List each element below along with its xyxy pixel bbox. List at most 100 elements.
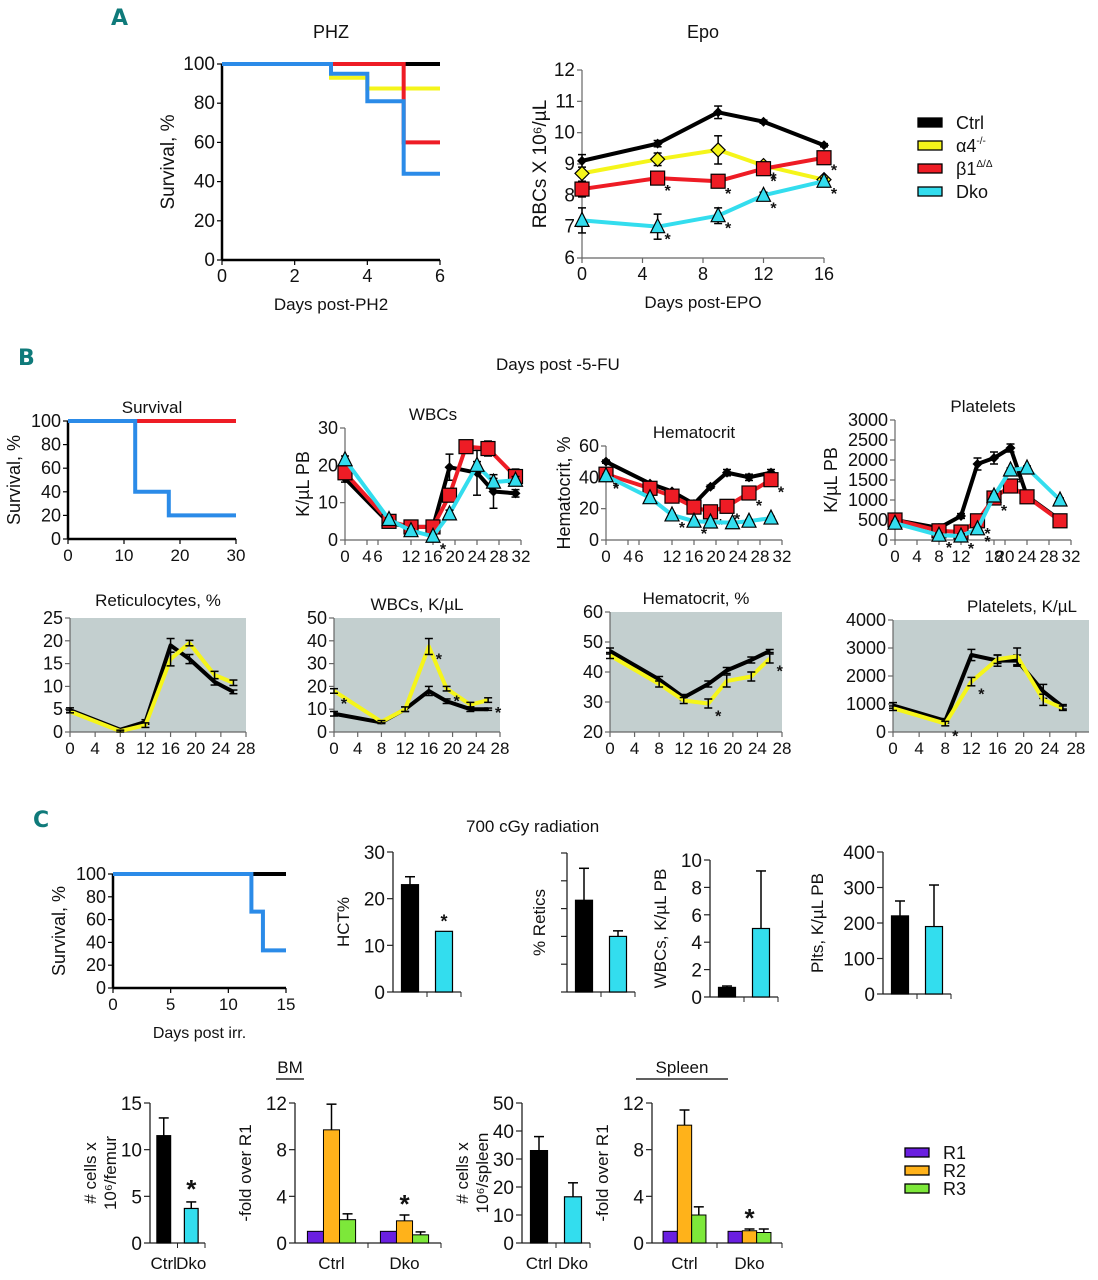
legend-swatch-r3 xyxy=(904,1183,930,1194)
x-tick-label: 6 xyxy=(435,266,445,286)
y-tick-label: 3000 xyxy=(848,410,888,430)
triangle-marker xyxy=(469,455,485,472)
square-marker xyxy=(1019,489,1035,505)
chart-A-epo: 6 7 8 9 10 11 12 0 4 8 12 16 Epo Days post-EPO RBCs X … xyxy=(530,22,838,312)
significance-star: * xyxy=(778,485,785,502)
bar-dko xyxy=(563,1196,583,1244)
legend-label-b1: β1Δ/Δ xyxy=(956,159,993,179)
y-tick-label: 3000 xyxy=(846,638,886,658)
y-tick-label: 100 xyxy=(76,864,106,884)
bar-r3-dko xyxy=(412,1234,430,1244)
chart-B-survival: 0 20 40 60 80 100 0 10 20 30 Survival Survival, % xyxy=(4,398,245,565)
y-axis-label: Survival, % xyxy=(4,435,24,525)
x-tick-label: 16 xyxy=(419,739,438,758)
chart-C-bm-cells: 0 5 10 15 # cells x 10⁶/femur Ctrl * Dko xyxy=(81,1094,206,1273)
significance-star: * xyxy=(717,517,724,534)
x-tick-label: 15 xyxy=(277,995,296,1014)
panel-letter-b: B xyxy=(18,346,35,371)
diamond-marker xyxy=(989,453,999,463)
x-tick-label: 24 xyxy=(468,547,487,566)
chart-C-spleen-cells: 0 10 20 30 40 50 # cells x 10⁶/spleen Ctrl Dko xyxy=(453,1094,591,1273)
category-label: Dko xyxy=(558,1254,588,1273)
x-tick-label: 12 xyxy=(136,739,155,758)
y-axis-label: Survival, % xyxy=(49,886,69,976)
x-tick-label: 0 xyxy=(329,739,338,758)
chart-title: WBCs xyxy=(409,405,457,424)
chart-title: Hematocrit, % xyxy=(643,589,750,608)
y-tick-label: 2000 xyxy=(846,666,886,686)
x-tick-label: 12 xyxy=(663,547,682,566)
y-tick-label: 30 xyxy=(318,418,338,438)
bar-ctrl xyxy=(574,899,594,993)
y-axis-label: # cells x xyxy=(81,1142,100,1204)
diamond-marker xyxy=(601,456,611,467)
x-tick-label: 0 xyxy=(63,546,72,565)
y-tick-label: 0 xyxy=(503,1234,514,1255)
bar-r1-ctrl xyxy=(662,1230,678,1244)
significance-star: * xyxy=(440,911,447,931)
y-tick-label: 100 xyxy=(183,54,215,75)
category-label: Ctrl xyxy=(151,1254,177,1273)
y-tick-label: 4 xyxy=(691,933,702,954)
triangle-marker xyxy=(381,510,397,527)
triangle-marker xyxy=(337,450,353,467)
triangle-marker xyxy=(649,217,666,234)
y-tick-label: 80 xyxy=(86,887,106,907)
triangle-marker xyxy=(702,512,719,529)
significance-star: * xyxy=(744,1203,755,1233)
y-tick-label: 100 xyxy=(31,411,61,431)
y-tick-label: 20 xyxy=(307,676,327,696)
triangle-marker xyxy=(574,211,590,227)
bar-ctrl xyxy=(156,1135,172,1244)
bar-r1-ctrl xyxy=(306,1230,324,1244)
y-tick-label: 10 xyxy=(307,699,327,719)
x-tick-label: 12 xyxy=(952,547,971,566)
x-tick-label: 2 xyxy=(290,266,300,286)
diamond-marker xyxy=(1005,443,1016,453)
y-tick-label: 0 xyxy=(876,722,886,742)
y-tick-label: 20 xyxy=(318,455,338,475)
chart-C-spleen-fold: 0 4 8 12 -fold over R1 Ctrl Dko * Spleen xyxy=(593,1058,783,1273)
diamond-marker xyxy=(713,107,724,118)
significance-star: * xyxy=(978,687,985,704)
chart-title: WBCs, K/µL xyxy=(371,595,464,614)
significance-star: * xyxy=(770,174,777,191)
y-tick-label: 40 xyxy=(579,467,599,487)
significance-star: * xyxy=(399,1189,410,1219)
chart-C-plt: 0 100 200 300 400 Plts, K/µL PB xyxy=(808,843,952,1006)
y-tick-label: 2 xyxy=(691,961,702,982)
x-tick-label: 8 xyxy=(934,547,943,566)
y-tick-label: 12 xyxy=(266,1094,287,1115)
y-tick-label: 0 xyxy=(96,978,106,998)
significance-star: * xyxy=(770,200,777,217)
triangle-marker xyxy=(1002,460,1019,477)
significance-star: * xyxy=(725,186,732,203)
x-tick-label: 8 xyxy=(698,264,708,284)
significance-star: * xyxy=(440,541,447,558)
bar-ctrl xyxy=(400,884,420,993)
y-tick-label: 12 xyxy=(554,60,575,81)
y-tick-label: 300 xyxy=(843,879,875,900)
x-tick-label: 0 xyxy=(65,739,74,758)
square-marker xyxy=(441,487,458,503)
x-tick-label: 0 xyxy=(605,739,614,758)
legend-sup: -/- xyxy=(976,136,985,147)
x-tick-label: 12 xyxy=(753,264,773,284)
chart-title: Reticulocytes, % xyxy=(95,591,221,610)
category-label: Ctrl xyxy=(671,1254,697,1273)
x-tick-label: 16 xyxy=(424,547,443,566)
y-tick-label: 80 xyxy=(194,93,215,114)
diamond-marker xyxy=(510,488,521,499)
x-tick-label: 16 xyxy=(685,547,704,566)
y-tick-label: 60 xyxy=(583,602,603,622)
y-axis-label: Hematocrit, % xyxy=(554,436,574,549)
square-marker xyxy=(755,161,772,177)
x-axis-label: Days post-EPO xyxy=(644,293,761,312)
triangle-marker xyxy=(763,508,779,525)
x-tick-label: 4 xyxy=(90,739,99,758)
square-marker xyxy=(816,150,832,166)
legend-label-ctrl: Ctrl xyxy=(956,113,984,133)
legend-genotypes: Ctrl α4-/- β1Δ/Δ Dko xyxy=(917,113,993,202)
